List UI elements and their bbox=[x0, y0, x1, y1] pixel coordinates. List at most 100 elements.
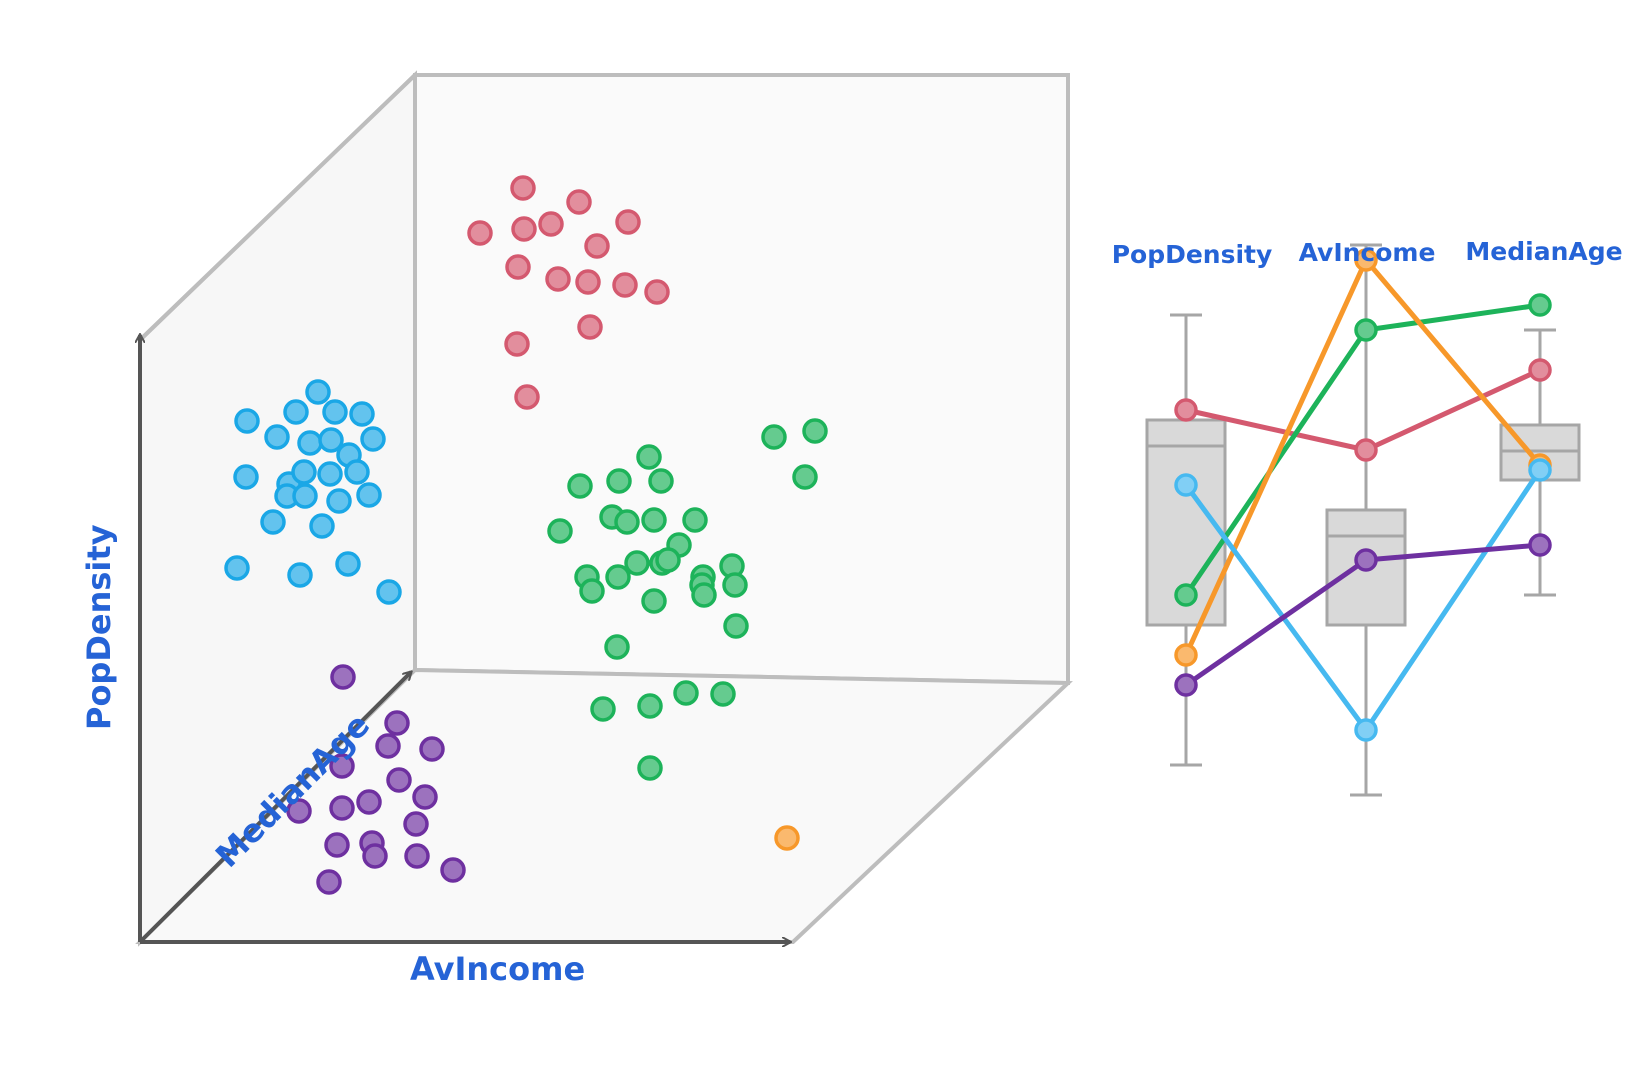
scatter-point-blue bbox=[224, 555, 250, 581]
scatter-point-green bbox=[648, 468, 674, 494]
scatter-point-red bbox=[511, 216, 537, 242]
pc-point-red bbox=[1528, 358, 1552, 382]
scatter-point-green bbox=[641, 588, 667, 614]
scatter-point-green bbox=[641, 507, 667, 533]
scatter-point-green bbox=[723, 613, 749, 639]
scatter-point-green bbox=[802, 418, 828, 444]
scatter-points bbox=[224, 175, 828, 895]
pc-point-purple bbox=[1528, 533, 1552, 557]
scatter-point-purple bbox=[324, 832, 350, 858]
pc-axis-title-medianage: MedianAge bbox=[1465, 237, 1623, 266]
pc-axis-title-avincome: AvIncome bbox=[1298, 238, 1436, 267]
scatter-point-purple bbox=[412, 784, 438, 810]
scatter-point-blue bbox=[283, 399, 309, 425]
scatter-point-blue bbox=[318, 427, 344, 453]
scatter-point-green bbox=[792, 464, 818, 490]
scatter-point-red bbox=[566, 189, 592, 215]
scatter-point-blue bbox=[292, 483, 318, 509]
z-axis-arrow bbox=[138, 672, 411, 944]
scatter-point-green bbox=[710, 681, 736, 707]
scatter-point-purple bbox=[403, 811, 429, 837]
scatter-point-blue bbox=[291, 459, 317, 485]
scatter-point-green bbox=[567, 473, 593, 499]
scatter-point-red bbox=[615, 209, 641, 235]
scatter-point-red bbox=[644, 279, 670, 305]
scatter-point-purple bbox=[386, 767, 412, 793]
scatter-point-blue bbox=[297, 430, 323, 456]
scatter-point-blue bbox=[356, 482, 382, 508]
scatter-point-green bbox=[614, 509, 640, 535]
scatter-point-red bbox=[612, 272, 638, 298]
scatter-point-purple bbox=[440, 857, 466, 883]
scatter-point-green bbox=[673, 680, 699, 706]
scatter-point-green bbox=[682, 507, 708, 533]
pc-point-green bbox=[1354, 318, 1378, 342]
y-axis-title: PopDensity bbox=[80, 524, 118, 730]
scatter-point-green bbox=[761, 424, 787, 450]
pc-point-red bbox=[1174, 398, 1198, 422]
pc-axis-title-popdensity: PopDensity bbox=[1111, 240, 1273, 269]
pc-point-blue_line bbox=[1174, 473, 1198, 497]
scatter-point-blue bbox=[335, 551, 361, 577]
scatter-point-red bbox=[505, 254, 531, 280]
scatter-point-blue bbox=[234, 408, 260, 434]
scatter-point-purple bbox=[375, 733, 401, 759]
scatter-point-red bbox=[584, 233, 610, 259]
x-axis-title: AvIncome bbox=[410, 950, 586, 988]
scatter-point-purple bbox=[329, 753, 355, 779]
scatter-point-blue bbox=[264, 424, 290, 450]
pc-line-red bbox=[1185, 367, 1542, 453]
scatter-point-blue bbox=[317, 461, 343, 487]
scatter-point-purple bbox=[362, 843, 388, 869]
pc-point-purple bbox=[1174, 673, 1198, 697]
scatter-point-green bbox=[691, 582, 717, 608]
scatter-point-green bbox=[624, 550, 650, 576]
scatter-point-red bbox=[577, 314, 603, 340]
scatter-point-red bbox=[545, 266, 571, 292]
scatter-point-red bbox=[575, 269, 601, 295]
scatter-point-blue bbox=[233, 464, 259, 490]
scatter-point-green bbox=[606, 468, 632, 494]
pc-point-green bbox=[1528, 293, 1552, 317]
scatter-point-red bbox=[510, 175, 536, 201]
scatter-point-purple bbox=[329, 795, 355, 821]
scatter-point-orange bbox=[774, 825, 800, 851]
scatter-point-blue bbox=[344, 459, 370, 485]
pc-point-blue_line bbox=[1354, 718, 1378, 742]
scatter-point-green bbox=[655, 547, 681, 573]
cube-top-edge bbox=[138, 73, 417, 342]
scatter-point-blue bbox=[322, 399, 348, 425]
scatter-point-red bbox=[514, 384, 540, 410]
scatter-point-blue bbox=[287, 562, 313, 588]
pc-point-purple bbox=[1354, 548, 1378, 572]
scatter-point-blue bbox=[349, 401, 375, 427]
scatter-point-red bbox=[467, 220, 493, 246]
pc-point-red bbox=[1354, 438, 1378, 462]
scatter-point-purple bbox=[330, 664, 356, 690]
scatter-point-purple bbox=[404, 843, 430, 869]
scatter-point-blue bbox=[305, 379, 331, 405]
scatter-point-purple bbox=[286, 798, 312, 824]
box-plot-popdensity bbox=[1145, 313, 1227, 767]
scatter-point-purple bbox=[419, 736, 445, 762]
scatter-point-green bbox=[636, 444, 662, 470]
scatter-point-green bbox=[637, 693, 663, 719]
scatter-point-blue bbox=[326, 488, 352, 514]
scatter-point-blue bbox=[260, 509, 286, 535]
scatter-point-purple bbox=[316, 869, 342, 895]
scatter-point-green bbox=[605, 564, 631, 590]
pc-point-blue_line bbox=[1528, 458, 1552, 482]
scatter-point-blue bbox=[376, 579, 402, 605]
scatter-point-red bbox=[504, 331, 530, 357]
scatter-point-green bbox=[579, 578, 605, 604]
pc-point-orange bbox=[1174, 643, 1198, 667]
parallel-coordinates-plot bbox=[1145, 243, 1581, 797]
scatter-point-green bbox=[590, 696, 616, 722]
scatter-point-green bbox=[547, 518, 573, 544]
scatter-point-red bbox=[538, 211, 564, 237]
scatter-point-blue bbox=[309, 513, 335, 539]
scatter-point-purple bbox=[356, 789, 382, 815]
scatter-point-blue bbox=[360, 426, 386, 452]
pc-point-orange bbox=[1354, 248, 1378, 272]
